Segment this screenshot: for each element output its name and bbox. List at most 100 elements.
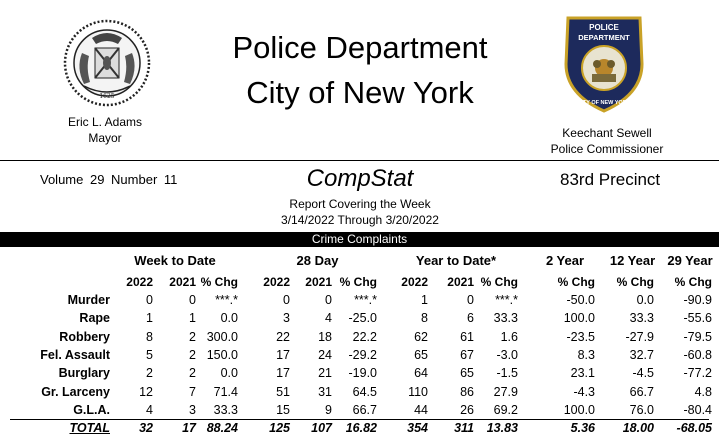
commissioner-name: Keechant Sewell xyxy=(562,126,652,140)
table-cell: 66.7 xyxy=(629,385,654,399)
table-cell: 18 xyxy=(318,330,332,344)
table-cell: 12 xyxy=(139,385,153,399)
table-cell: 33.3 xyxy=(629,311,654,325)
table-cell: 65 xyxy=(460,366,474,380)
row-label: G.L.A. xyxy=(73,403,110,417)
table-cell: -60.8 xyxy=(683,348,713,362)
total-cell: -68.05 xyxy=(676,421,712,435)
table-cell: 66.7 xyxy=(352,403,377,417)
report-covering: Report Covering the Week xyxy=(289,197,431,211)
table-cell: 32.7 xyxy=(629,348,654,362)
total-divider xyxy=(10,419,709,420)
table-cell: 0 xyxy=(283,293,290,307)
table-cell: 71.4 xyxy=(213,385,238,399)
table-cell: 31 xyxy=(318,385,332,399)
table-cell: 8.3 xyxy=(577,348,595,362)
total-cell: 107 xyxy=(311,421,332,435)
table-cell: 1.6 xyxy=(500,330,518,344)
table-cell: 33.3 xyxy=(213,403,238,417)
table-cell: -4.3 xyxy=(573,385,595,399)
table-cell: 6 xyxy=(467,311,474,325)
column-header: % Chg xyxy=(480,275,518,289)
report-dates: 3/14/2022 Through 3/20/2022 xyxy=(281,213,439,227)
table-cell: 0.0 xyxy=(220,366,238,380)
table-cell: 44 xyxy=(414,403,428,417)
table-cell: -77.2 xyxy=(683,366,713,380)
table-cell: 0.0 xyxy=(636,293,654,307)
total-cell: 32 xyxy=(139,421,153,435)
column-header: 2022 xyxy=(263,275,290,289)
table-cell: 26 xyxy=(460,403,474,417)
table-cell: 8 xyxy=(146,330,153,344)
table-cell: -79.5 xyxy=(683,330,713,344)
table-cell: 65 xyxy=(414,348,428,362)
table-cell: 17 xyxy=(276,348,290,362)
row-label: Burglary xyxy=(58,366,110,380)
column-header: % Chg xyxy=(616,275,654,289)
column-group-header: 29 Year xyxy=(667,253,713,268)
table-cell: 76.0 xyxy=(629,403,654,417)
total-cell: 13.83 xyxy=(486,421,518,435)
table-cell: 5 xyxy=(146,348,153,362)
table-cell: 27.9 xyxy=(493,385,518,399)
column-header: 2022 xyxy=(401,275,428,289)
table-cell: 9 xyxy=(325,403,332,417)
patch-mid-text: DEPARTMENT xyxy=(578,33,630,42)
table-cell: 1 xyxy=(146,311,153,325)
column-group-header: Year to Date* xyxy=(415,253,497,268)
table-cell: 61 xyxy=(460,330,474,344)
table-cell: -25.0 xyxy=(348,311,378,325)
patch-bottom-text: CITY OF NEW YORK xyxy=(577,100,630,106)
table-cell: -55.6 xyxy=(683,311,713,325)
header-divider xyxy=(0,160,719,161)
table-cell: 300.0 xyxy=(206,330,238,344)
table-cell: 64 xyxy=(414,366,428,380)
column-group-header: 2 Year xyxy=(545,253,585,268)
table-cell: -90.9 xyxy=(683,293,713,307)
table-cell: 21 xyxy=(318,366,332,380)
table-cell: 1 xyxy=(421,293,428,307)
table-cell: 64.5 xyxy=(352,385,377,399)
table-cell: 100.0 xyxy=(563,403,595,417)
column-group-header: 12 Year xyxy=(609,253,656,268)
table-cell: 150.0 xyxy=(206,348,238,362)
total-cell: 17 xyxy=(182,421,196,435)
table-cell: 24 xyxy=(318,348,332,362)
table-cell: 4 xyxy=(325,311,332,325)
table-cell: 2 xyxy=(146,366,153,380)
table-cell: 2 xyxy=(189,366,196,380)
table-cell: 17 xyxy=(276,366,290,380)
table-cell: 0.0 xyxy=(220,311,238,325)
table-cell: 0 xyxy=(189,293,196,307)
table-cell: -4.5 xyxy=(632,366,654,380)
table-cell: 100.0 xyxy=(563,311,595,325)
table-cell: 33.3 xyxy=(493,311,518,325)
column-header: % Chg xyxy=(557,275,595,289)
table-cell: 0 xyxy=(325,293,332,307)
column-header: 2021 xyxy=(169,275,196,289)
column-header: % Chg xyxy=(674,275,712,289)
table-cell: ***.* xyxy=(495,293,518,307)
column-header: 2021 xyxy=(305,275,332,289)
precinct-name: 83rd Precinct xyxy=(560,170,661,189)
row-label: Robbery xyxy=(59,330,110,344)
total-cell: 16.82 xyxy=(345,421,377,435)
page-title-line1: Police Department xyxy=(232,30,488,65)
table-cell: -29.2 xyxy=(348,348,378,362)
total-cell: 5.36 xyxy=(570,421,595,435)
city-seal-logo: 1625 xyxy=(62,18,152,108)
column-header: % Chg xyxy=(200,275,238,289)
row-label: Gr. Larceny xyxy=(41,385,110,399)
mayor-name: Eric L. Adams xyxy=(67,115,143,129)
column-header: 2021 xyxy=(447,275,474,289)
column-header: % Chg xyxy=(339,275,377,289)
total-cell: 354 xyxy=(407,421,428,435)
table-cell: 0 xyxy=(146,293,153,307)
table-cell: 3 xyxy=(283,311,290,325)
table-cell: 0 xyxy=(467,293,474,307)
table-cell: 15 xyxy=(276,403,290,417)
report-name: CompStat xyxy=(306,165,414,192)
table-cell: ***.* xyxy=(215,293,238,307)
section-title-band: Crime Complaints xyxy=(0,232,719,247)
table-cell: -19.0 xyxy=(348,366,378,380)
